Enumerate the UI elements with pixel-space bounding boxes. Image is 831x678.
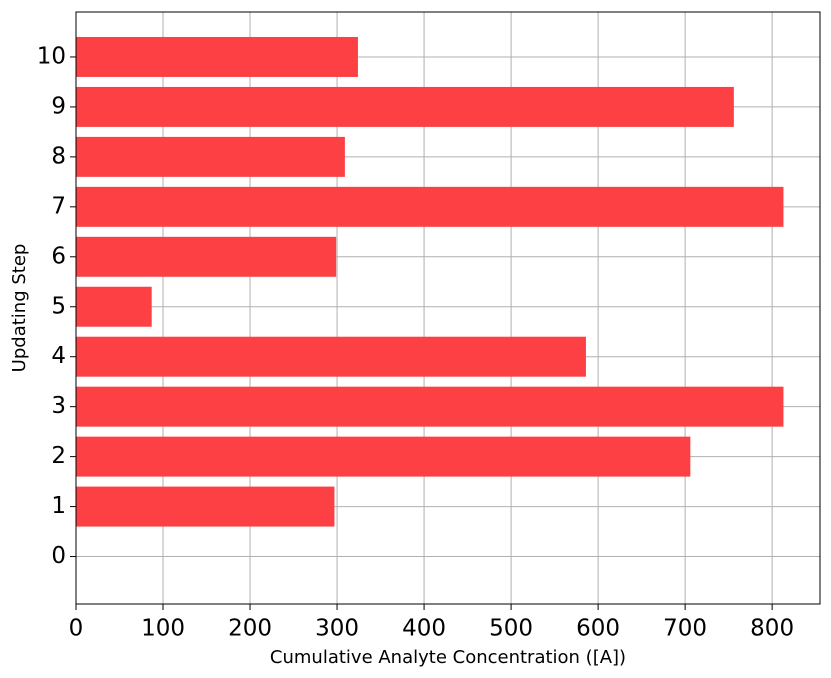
y-tick-label: 6	[51, 243, 66, 269]
y-tick-label: 5	[51, 293, 66, 319]
x-tick-label: 500	[489, 616, 533, 642]
bar	[76, 486, 335, 527]
bar	[76, 436, 691, 477]
x-tick-label: 300	[315, 616, 359, 642]
y-tick-label: 1	[51, 493, 66, 519]
x-tick-label: 0	[69, 616, 84, 642]
bar	[76, 336, 586, 377]
x-axis-title: Cumulative Analyte Concentration ([A])	[270, 647, 626, 668]
x-tick-label: 200	[228, 616, 272, 642]
x-tick-label: 700	[663, 616, 707, 642]
bar	[76, 286, 152, 327]
bar	[76, 186, 784, 227]
y-tick-label: 8	[51, 143, 66, 169]
bar	[76, 386, 784, 427]
plot-frame	[75, 11, 821, 605]
y-tick-label: 9	[51, 93, 66, 119]
bar	[76, 86, 734, 127]
x-tick-label: 400	[402, 616, 446, 642]
y-tick-label: 10	[37, 43, 66, 69]
y-tick-label: 2	[51, 443, 66, 469]
y-tick-label: 4	[51, 343, 66, 369]
y-tick-label: 7	[51, 193, 66, 219]
bar	[76, 136, 345, 177]
bar	[76, 236, 337, 277]
x-tick-label: 800	[750, 616, 794, 642]
y-tick-label: 3	[51, 393, 66, 419]
x-tick-label: 600	[576, 616, 620, 642]
y-axis-title: Updating Step	[9, 244, 30, 373]
bar	[76, 36, 358, 77]
y-tick-label: 0	[51, 543, 66, 569]
x-tick-label: 100	[141, 616, 185, 642]
